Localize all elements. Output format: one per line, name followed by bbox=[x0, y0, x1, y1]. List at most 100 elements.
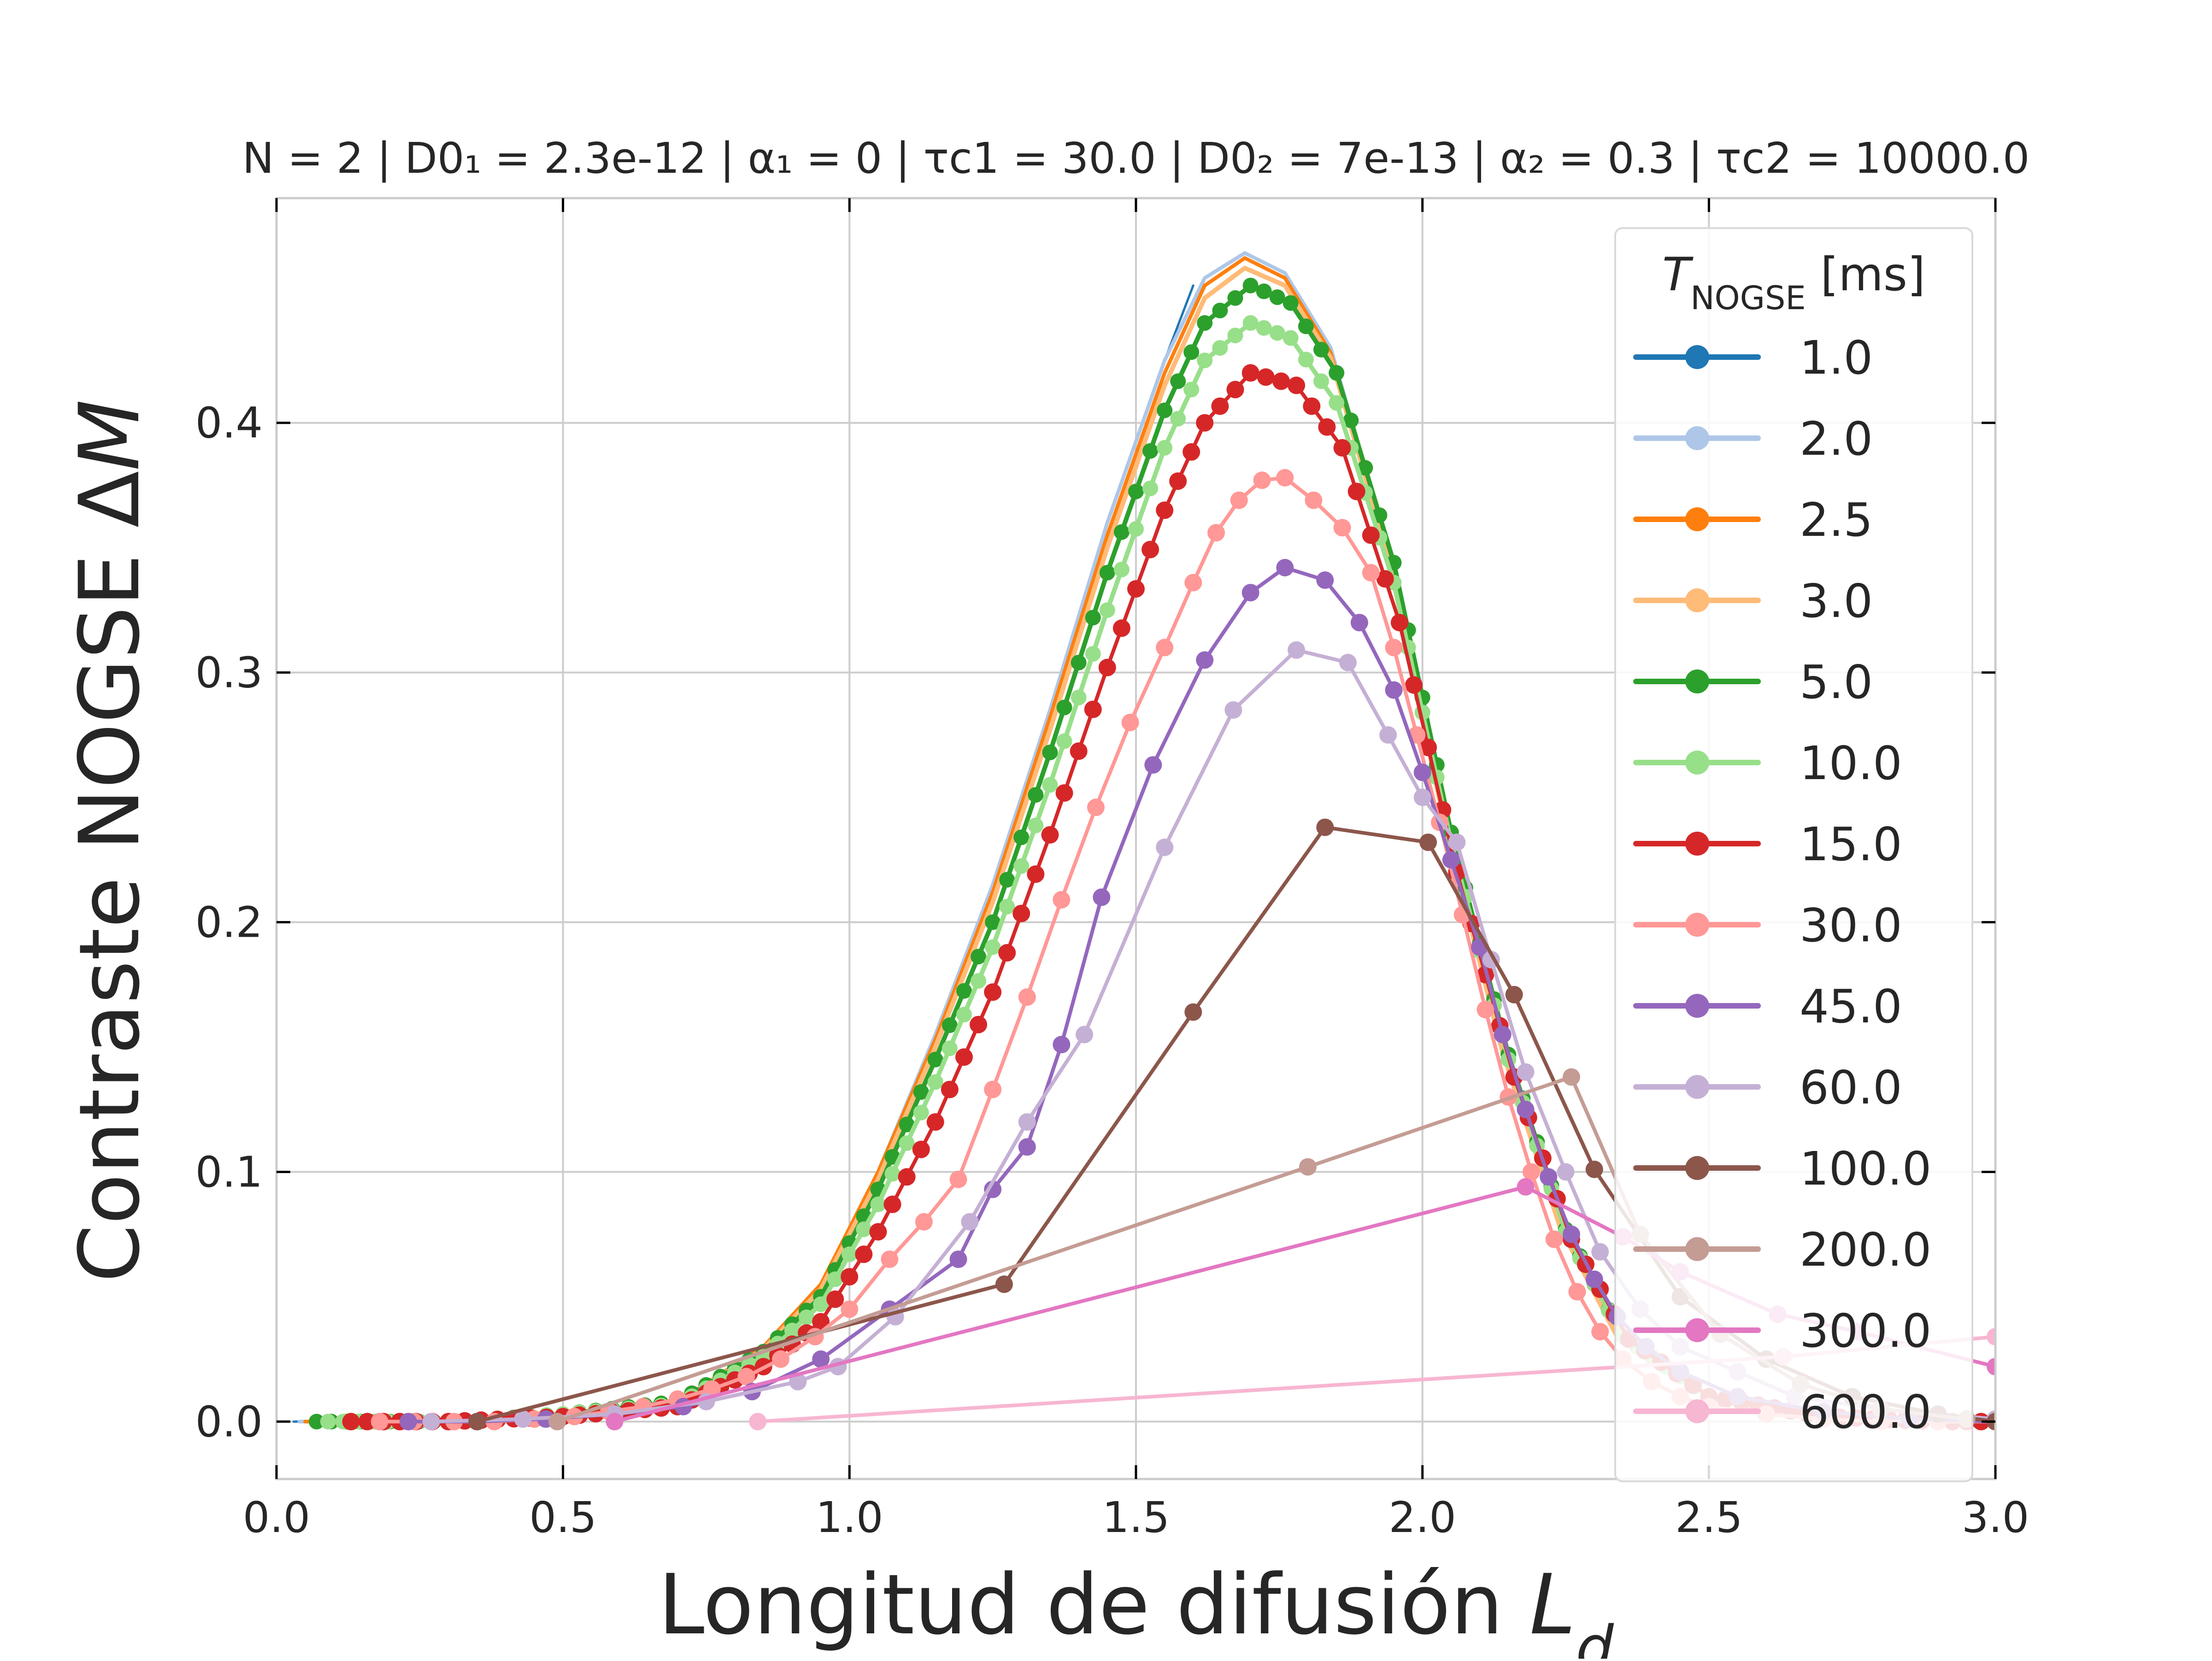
data-point bbox=[1041, 826, 1059, 844]
data-point bbox=[1085, 646, 1101, 662]
legend-label: 10.0 bbox=[1800, 736, 1902, 790]
data-point bbox=[884, 1166, 900, 1182]
legend-entry-100.0: 100.0 bbox=[1633, 1142, 1931, 1196]
legend-entry-200.0: 200.0 bbox=[1633, 1223, 1931, 1277]
data-point bbox=[1282, 295, 1299, 311]
data-point bbox=[1299, 1158, 1317, 1176]
data-point bbox=[799, 1309, 815, 1326]
data-point bbox=[1056, 699, 1072, 716]
data-point bbox=[984, 1080, 1002, 1098]
data-point bbox=[784, 1322, 800, 1338]
data-point bbox=[927, 1051, 943, 1068]
data-point bbox=[400, 1413, 417, 1431]
legend-marker bbox=[1685, 588, 1709, 612]
data-point bbox=[1562, 1068, 1580, 1086]
data-point bbox=[1027, 865, 1045, 883]
data-point bbox=[1585, 1270, 1603, 1288]
data-point bbox=[1522, 1163, 1540, 1181]
data-point bbox=[870, 1196, 886, 1212]
legend-marker bbox=[1685, 345, 1709, 369]
legend-marker bbox=[1685, 1075, 1709, 1099]
data-point bbox=[1313, 341, 1329, 358]
y-tick-label: 0.2 bbox=[195, 898, 263, 947]
chart-title: N = 2 | D0₁ = 2.3e-12 | α₁ = 0 | τc1 = 3… bbox=[242, 134, 2030, 183]
data-point bbox=[1987, 1328, 1995, 1346]
data-point bbox=[1183, 344, 1200, 360]
data-point bbox=[1028, 817, 1044, 833]
data-point bbox=[1070, 742, 1088, 760]
data-point bbox=[1343, 412, 1359, 428]
data-point bbox=[1413, 763, 1431, 781]
data-point bbox=[1227, 328, 1243, 344]
data-point bbox=[949, 1250, 967, 1268]
data-point bbox=[1013, 829, 1030, 845]
data-point bbox=[1385, 639, 1403, 657]
data-point bbox=[1272, 372, 1290, 390]
data-point bbox=[1591, 1323, 1609, 1341]
data-point bbox=[1053, 1036, 1071, 1054]
legend-entry-5.0: 5.0 bbox=[1633, 655, 1873, 709]
y-tick-label: 0.4 bbox=[195, 399, 263, 448]
data-point bbox=[961, 1213, 979, 1231]
legend-label: 1.0 bbox=[1800, 331, 1873, 385]
data-point bbox=[949, 1170, 967, 1188]
legend-marker bbox=[1685, 913, 1709, 937]
data-point bbox=[926, 1113, 944, 1131]
data-point bbox=[1028, 787, 1044, 803]
data-point bbox=[1099, 602, 1115, 618]
data-point bbox=[1018, 988, 1036, 1006]
data-point bbox=[548, 1413, 566, 1431]
data-point bbox=[881, 1250, 899, 1268]
data-point bbox=[1362, 563, 1380, 581]
data-point bbox=[1224, 701, 1242, 719]
data-point bbox=[1316, 818, 1334, 836]
data-point bbox=[1413, 788, 1431, 806]
legend-label: 600.0 bbox=[1800, 1385, 1931, 1439]
data-point bbox=[1448, 833, 1466, 851]
data-point bbox=[1113, 524, 1130, 540]
data-point bbox=[1197, 315, 1213, 331]
x-tick-label: 2.0 bbox=[1389, 1493, 1456, 1542]
legend-marker bbox=[1685, 1156, 1709, 1180]
data-point bbox=[1329, 365, 1345, 381]
data-point bbox=[1298, 318, 1314, 335]
data-point bbox=[1545, 1230, 1563, 1248]
data-point bbox=[1157, 402, 1173, 418]
data-point bbox=[1329, 395, 1345, 411]
data-point bbox=[1379, 726, 1397, 744]
data-point bbox=[1318, 418, 1336, 436]
data-point bbox=[1385, 681, 1403, 699]
data-point bbox=[1018, 1113, 1036, 1131]
data-point bbox=[1390, 614, 1408, 632]
data-point bbox=[812, 1313, 830, 1331]
data-point bbox=[1540, 1168, 1558, 1186]
legend: TNOGSE [ms] 1.0 2.0 2.5 3.0 5.0 10.0 15.0 30.0 45… bbox=[1614, 227, 1973, 1482]
data-point bbox=[358, 1413, 376, 1431]
data-point bbox=[970, 1015, 988, 1033]
data-point bbox=[1012, 904, 1030, 922]
data-point bbox=[1316, 571, 1334, 589]
data-point bbox=[899, 1135, 915, 1151]
y-axis-label: Contraste NOGSE ΔM bbox=[62, 399, 158, 1283]
axes: 0.0 0.5 1.0 1.5 2.0 2.5 3.0 0.0 0.1 0.2 0.3 0.4 N = … bbox=[62, 134, 2030, 1661]
data-point bbox=[1127, 580, 1145, 598]
data-point bbox=[841, 1268, 859, 1286]
data-point bbox=[1184, 1003, 1202, 1021]
legend-entry-300.0: 300.0 bbox=[1633, 1304, 1931, 1358]
data-point bbox=[1183, 382, 1200, 398]
x-axis-label: Longitud de difusión Ld bbox=[658, 1557, 1614, 1659]
legend-entry-60.0: 60.0 bbox=[1633, 1061, 1902, 1115]
data-point bbox=[1156, 839, 1174, 856]
data-point bbox=[1230, 491, 1248, 509]
data-point bbox=[1562, 1225, 1580, 1243]
data-point bbox=[841, 1246, 858, 1262]
legend-marker bbox=[1685, 994, 1709, 1018]
legend-label: 15.0 bbox=[1800, 817, 1902, 871]
data-point bbox=[826, 1290, 844, 1308]
data-point bbox=[856, 1221, 872, 1238]
data-point bbox=[342, 1413, 360, 1431]
legend-marker bbox=[1685, 1237, 1709, 1261]
data-point bbox=[1071, 689, 1087, 705]
